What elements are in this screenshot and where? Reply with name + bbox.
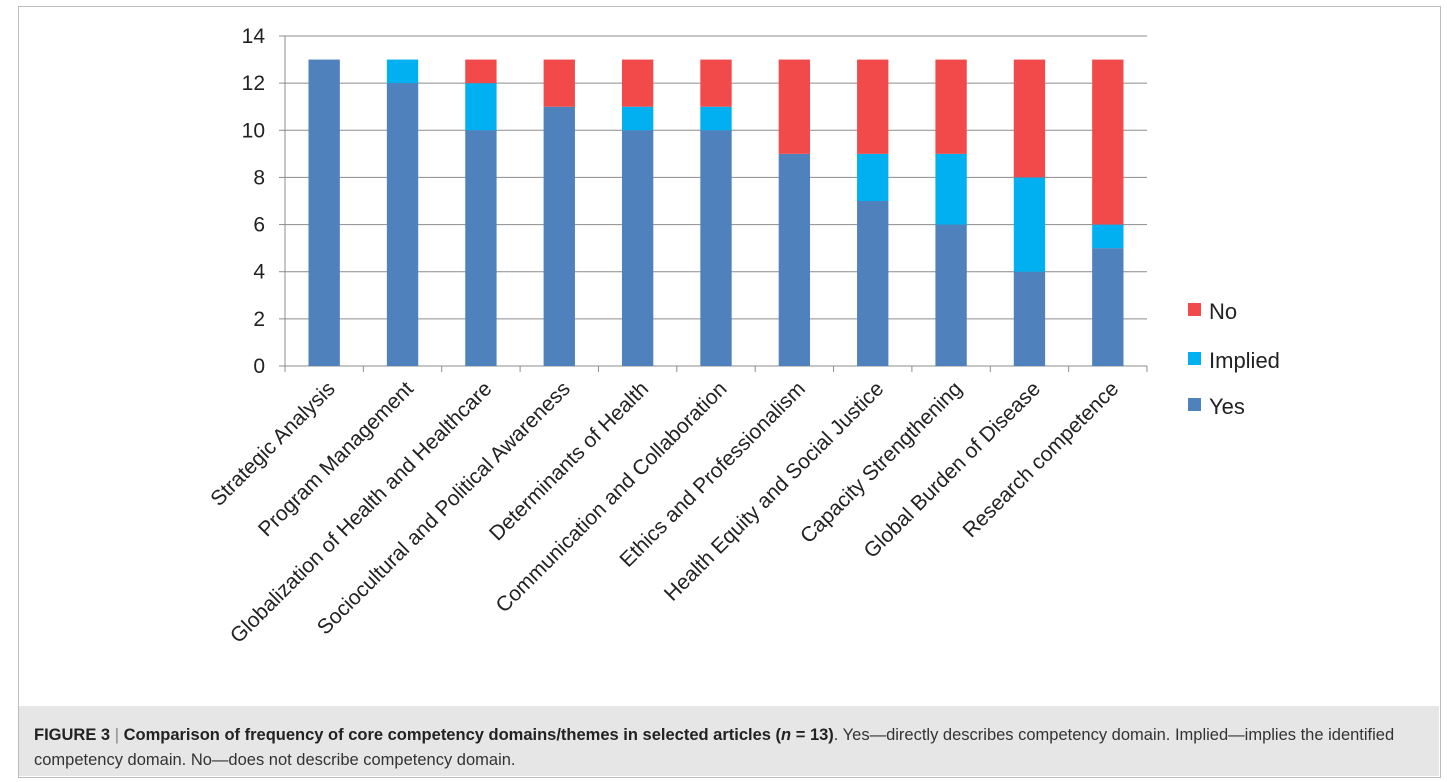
legend-swatch-no (1188, 303, 1201, 316)
caption-rest: . Yes—directly describes competency doma… (34, 726, 1395, 769)
legend-label-implied: Implied (1209, 348, 1280, 373)
caption-bold-text: Comparison of frequency of core competen… (123, 726, 782, 744)
bar-no-3 (543, 59, 575, 107)
bar-yes-1 (386, 83, 419, 367)
bar-yes-0 (308, 59, 340, 366)
bar-no-4 (621, 59, 654, 107)
legend-swatch-yes (1188, 398, 1201, 411)
bars (308, 59, 1124, 367)
figure-caption: FIGURE 3 | Comparison of frequency of co… (34, 723, 1426, 773)
bar-yes-2 (465, 130, 497, 366)
bar-implied-1 (386, 59, 419, 84)
caption-band (19, 706, 1439, 776)
y-tick-label: 14 (242, 25, 266, 48)
bar-yes-4 (621, 130, 654, 366)
y-tick-label: 8 (253, 166, 265, 189)
y-tick-label: 4 (253, 261, 265, 284)
bar-no-8 (935, 59, 967, 154)
y-tick-label: 12 (242, 72, 265, 95)
bar-no-2 (465, 59, 497, 84)
bar-yes-8 (935, 224, 967, 366)
bar-implied-7 (857, 153, 889, 201)
bar-yes-10 (1092, 248, 1124, 366)
bar-implied-8 (935, 153, 967, 225)
x-category-label: Capacity Strengthening (796, 377, 967, 548)
bar-yes-3 (543, 106, 575, 366)
x-category-label: Determinants of Health (485, 377, 653, 545)
y-tick-label: 2 (253, 308, 265, 331)
bar-implied-4 (621, 106, 654, 131)
bar-implied-10 (1092, 224, 1124, 249)
legend-swatch-implied (1188, 352, 1201, 365)
bar-yes-5 (700, 130, 732, 366)
bar-implied-5 (700, 106, 732, 131)
y-tick-label: 6 (253, 214, 265, 237)
caption-separator: | (114, 726, 119, 744)
bar-no-10 (1092, 59, 1124, 225)
y-tick-label: 0 (253, 355, 265, 378)
bar-implied-2 (465, 83, 497, 131)
legend-label-no: No (1209, 299, 1237, 324)
bar-yes-7 (857, 201, 889, 366)
bar-no-7 (857, 59, 889, 154)
x-category-label: Program Management (254, 377, 418, 541)
caption-figure-number: FIGURE 3 (34, 726, 111, 744)
bar-no-6 (778, 59, 811, 154)
bar-implied-9 (1013, 177, 1046, 272)
bar-yes-6 (778, 153, 811, 366)
legend: No Implied Yes (1188, 299, 1280, 419)
bar-no-9 (1013, 59, 1046, 178)
y-tick-labels: 0 2 4 6 8 10 12 14 (242, 25, 266, 378)
caption-bold-text-end: = 13) (791, 726, 834, 744)
y-tick-label: 10 (242, 119, 265, 142)
legend-label-yes: Yes (1209, 394, 1245, 419)
bar-yes-9 (1013, 271, 1046, 366)
caption-n-label: n (781, 726, 792, 744)
bar-no-5 (700, 59, 732, 107)
x-category-label: Research competence (959, 377, 1124, 542)
